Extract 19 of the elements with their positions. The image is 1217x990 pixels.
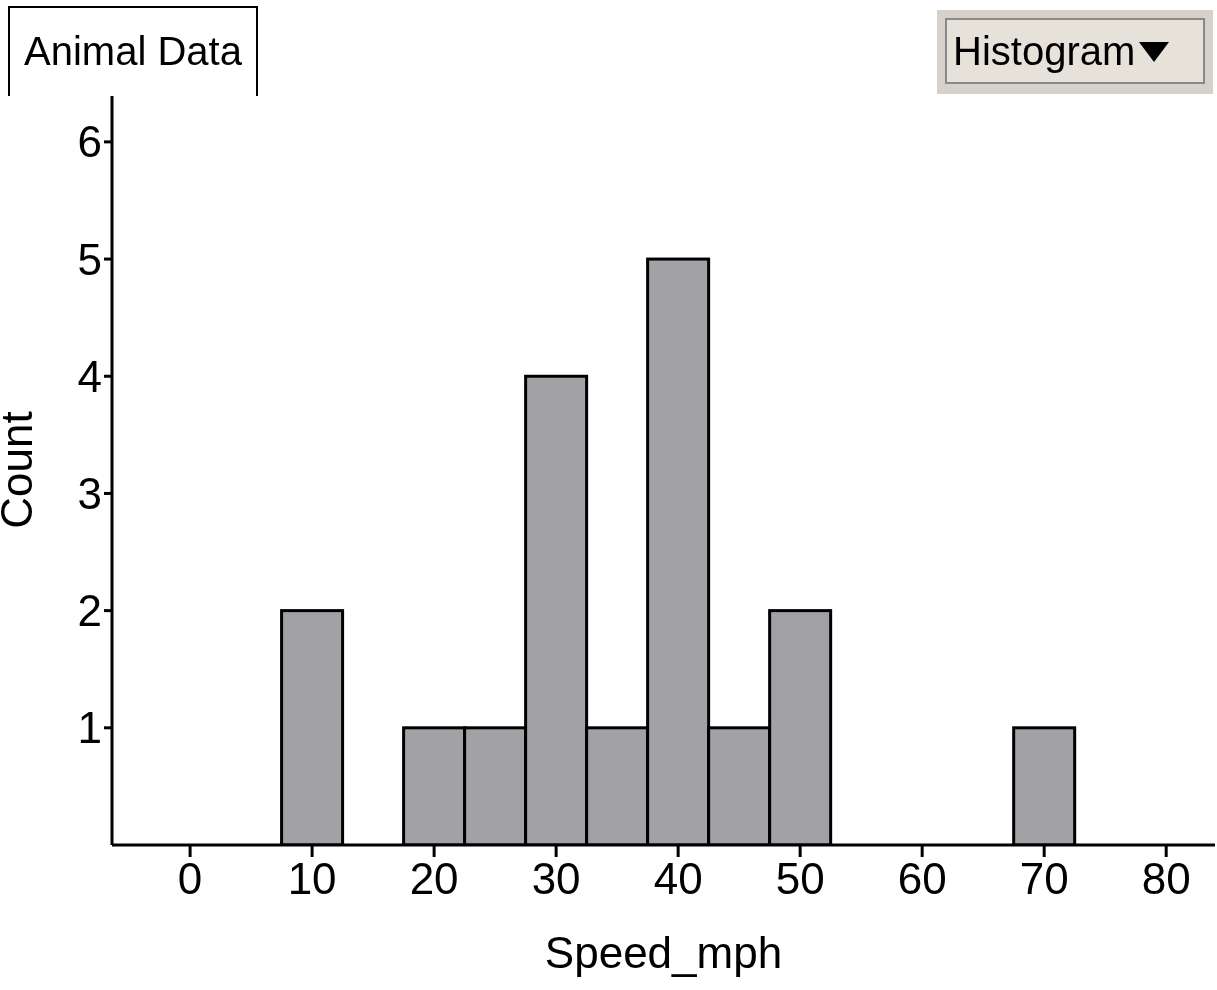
y-tick-label: 2	[77, 586, 102, 636]
x-tick-label: 0	[177, 854, 203, 904]
x-tick-label: 50	[775, 854, 825, 904]
x-tick-label: 80	[1141, 854, 1191, 904]
text: Histogram	[953, 28, 1136, 74]
y-tick-label: 1	[77, 703, 102, 753]
x-tick-label: 70	[1019, 854, 1069, 904]
x-tick-label: 30	[531, 854, 581, 904]
chart-title: Animal Data	[8, 6, 258, 96]
x-tick-label: 20	[409, 854, 459, 904]
y-tick-label: 6	[77, 117, 102, 167]
y-tick-label: 4	[77, 351, 102, 401]
x-tick-label: 40	[653, 854, 703, 904]
x-tick-label: 10	[287, 854, 337, 904]
x-tick-label: 60	[897, 854, 947, 904]
x-axis-title: Speed_mph	[544, 928, 783, 977]
y-tick-label: 3	[77, 469, 102, 519]
y-tick-label: 5	[77, 234, 102, 284]
y-axis-title: Count	[0, 411, 41, 529]
